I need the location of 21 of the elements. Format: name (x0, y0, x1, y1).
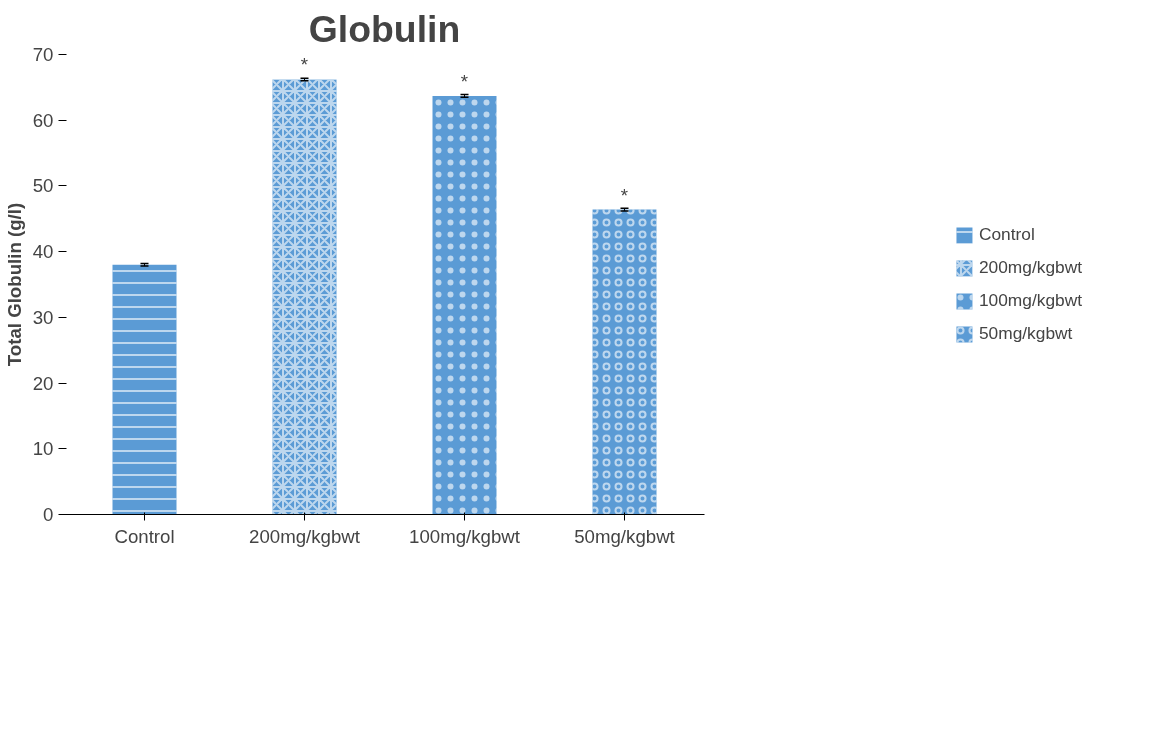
chart-title: Globulin (308, 7, 461, 50)
annotation: * (620, 184, 629, 206)
legend-label: 50mg/kgbwt (978, 323, 1073, 344)
x-tick-label: 50mg/kgbwt (574, 525, 676, 547)
y-tick-label: 70 (32, 44, 54, 65)
y-tick-label: 0 (43, 504, 54, 525)
y-tick-label: 20 (32, 372, 54, 394)
y-tick-label: 10 (32, 438, 54, 460)
annotation: * (300, 54, 309, 76)
x-tick-label: Control (114, 525, 175, 547)
y-tick-label: 60 (32, 109, 54, 131)
legend-label: 100mg/kgbwt (978, 290, 1083, 311)
legend-label: 200mg/kgbwt (978, 257, 1083, 278)
legend-label: Control (978, 224, 1035, 245)
annotation: * (460, 70, 469, 92)
y-tick-label: 30 (32, 306, 54, 328)
y-tick-label: 50 (32, 175, 54, 197)
x-tick-label: 200mg/kgbwt (249, 525, 361, 547)
y-axis-title: Total Globulin (g/l) (3, 202, 25, 367)
y-tick-label: 40 (32, 241, 54, 263)
x-tick-label: 100mg/kgbwt (409, 525, 521, 547)
